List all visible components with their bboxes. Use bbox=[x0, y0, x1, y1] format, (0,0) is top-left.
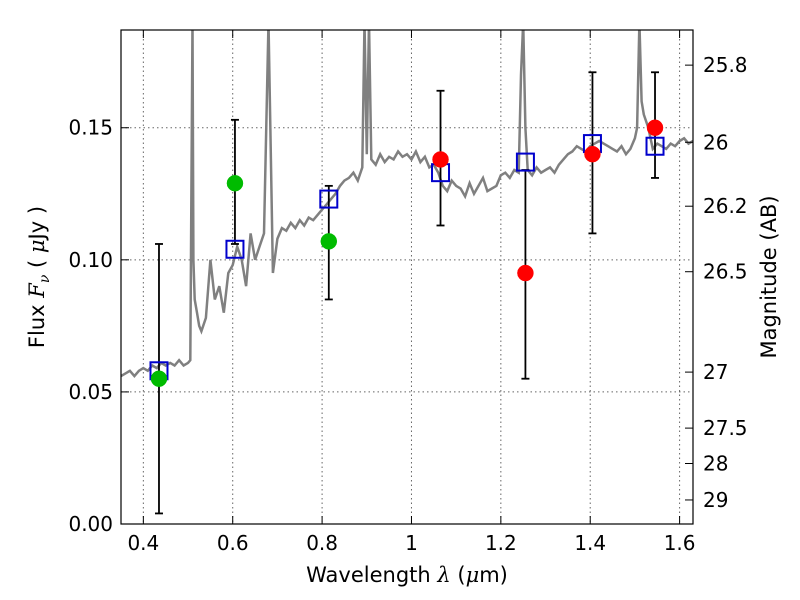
x-tick-label: 1.2 bbox=[485, 531, 517, 555]
plot-frame bbox=[120, 29, 694, 525]
y2-tick-label: 25.8 bbox=[703, 53, 748, 77]
x-tick-label: 0.4 bbox=[127, 531, 159, 555]
observed-flux-point bbox=[320, 233, 338, 250]
data-markers bbox=[149, 119, 665, 387]
x-tick-label: 0.8 bbox=[306, 531, 338, 555]
observed-flux-point bbox=[517, 264, 534, 282]
secondary-y-axis-label: Magnitude (AB) bbox=[757, 195, 781, 358]
model-square-marker bbox=[645, 136, 665, 156]
y2-tick-label: 26.2 bbox=[703, 194, 748, 218]
observed-flux-point bbox=[150, 370, 168, 387]
y-tick-label: 0.10 bbox=[68, 248, 113, 272]
x-tick-label: 1.6 bbox=[664, 531, 696, 555]
y-tick-label: 0.15 bbox=[68, 116, 113, 140]
observed-flux-point bbox=[646, 119, 664, 136]
model-spectrum-line bbox=[121, 30, 693, 379]
observed-flux-point bbox=[584, 145, 601, 163]
x-axis-label: Wavelength λ (μm) bbox=[306, 563, 508, 587]
x-tick-label: 1 bbox=[405, 531, 418, 555]
y2-tick-label: 29 bbox=[703, 488, 728, 512]
y-tick-label: 0.00 bbox=[68, 512, 113, 536]
y2-tick-label: 27 bbox=[703, 360, 728, 384]
model-square-marker bbox=[319, 189, 339, 209]
model-square-marker bbox=[225, 239, 245, 259]
observed-flux-point bbox=[226, 174, 244, 192]
tick-labels: 0.4 0.6 0.8 1 1.2 1.4 1.6 0.00 0.05 0.10 0.15 25.8 2… bbox=[68, 53, 747, 555]
y2-tick-label: 26.5 bbox=[703, 260, 748, 284]
y2-tick-label: 27.5 bbox=[703, 416, 748, 440]
y2-tick-label: 26 bbox=[703, 130, 728, 154]
observed-flux-point bbox=[432, 151, 449, 168]
y-axis-label: Flux Fν ( μJy ) bbox=[25, 206, 53, 348]
grid-lines bbox=[121, 30, 693, 525]
x-tick-label: 0.6 bbox=[217, 531, 249, 555]
model-square-marker bbox=[515, 152, 535, 172]
y2-tick-label: 28 bbox=[703, 452, 728, 476]
x-tick-label: 1.4 bbox=[574, 531, 606, 555]
axis-ticks bbox=[121, 30, 693, 525]
y-tick-label: 0.05 bbox=[68, 380, 113, 404]
